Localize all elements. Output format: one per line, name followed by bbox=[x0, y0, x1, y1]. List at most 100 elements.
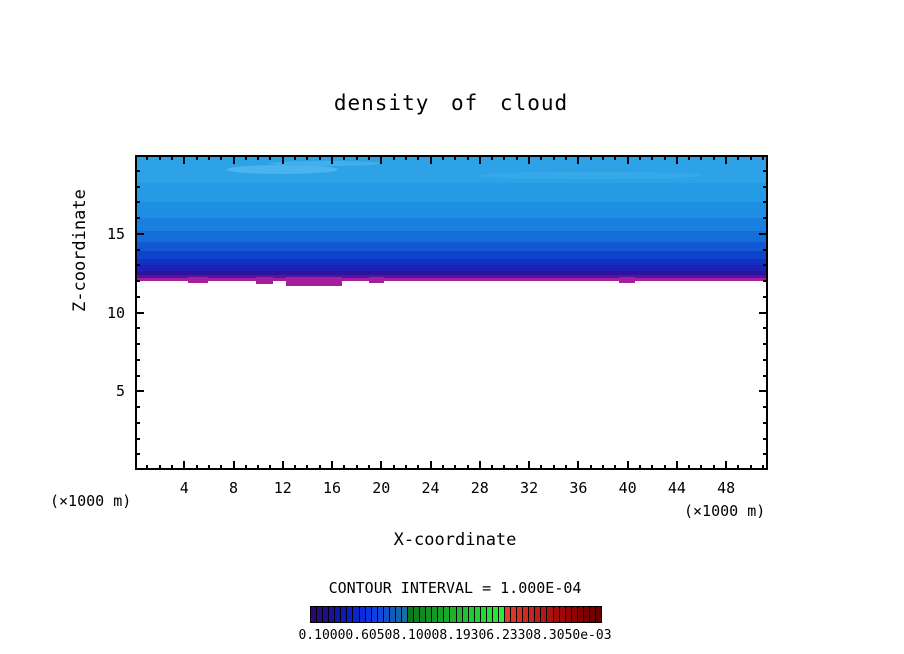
cloud-base-notch bbox=[618, 277, 635, 284]
x-tick-top bbox=[281, 155, 284, 164]
x-tick-top bbox=[244, 155, 247, 160]
x-tick-bottom bbox=[454, 465, 457, 470]
y-tick-right bbox=[759, 232, 768, 235]
x-tick-bottom bbox=[417, 465, 420, 470]
y-tick-left bbox=[135, 437, 140, 440]
x-tick-bottom bbox=[392, 465, 395, 470]
x-tick-bottom bbox=[306, 465, 309, 470]
x-tick-top bbox=[207, 155, 210, 160]
x-tick-bottom bbox=[429, 461, 432, 470]
y-tick-left bbox=[135, 264, 140, 267]
y-tick-right bbox=[763, 421, 768, 424]
colorbar-tick-labels: 0.10000.60508.10008.19306.23308.3050e-03 bbox=[298, 628, 612, 643]
x-tick-top bbox=[589, 155, 592, 160]
colorbar-cell bbox=[462, 607, 469, 622]
x-tick-top bbox=[626, 155, 629, 164]
y-tick-right bbox=[763, 295, 768, 298]
colorbar bbox=[310, 606, 602, 623]
contour-band bbox=[135, 202, 768, 218]
y-tick-right bbox=[763, 327, 768, 330]
x-tick-top bbox=[712, 155, 715, 160]
x-tick-bottom bbox=[170, 465, 173, 470]
colorbar-cell bbox=[317, 607, 324, 622]
colorbar-cell bbox=[335, 607, 342, 622]
x-tick-top bbox=[601, 155, 604, 160]
contour-light-patch bbox=[270, 160, 382, 166]
x-tick-bottom bbox=[491, 465, 494, 470]
y-tick-label: 10 bbox=[106, 303, 125, 322]
cloud-base-notch bbox=[286, 277, 342, 286]
x-tick-bottom bbox=[294, 465, 297, 470]
x-tick-label: 24 bbox=[421, 479, 440, 497]
plot-area bbox=[135, 155, 768, 470]
colorbar-cell bbox=[450, 607, 457, 622]
colorbar-cell bbox=[547, 607, 554, 622]
x-tick-bottom bbox=[478, 461, 481, 470]
x-tick-bottom bbox=[638, 465, 641, 470]
x-tick-top bbox=[269, 155, 272, 160]
x-tick-top bbox=[355, 155, 358, 160]
y-tick-right bbox=[759, 311, 768, 314]
y-tick-left bbox=[135, 406, 140, 408]
y-tick-left bbox=[135, 374, 140, 377]
x-tick-bottom bbox=[601, 465, 604, 470]
y-tick-label: 5 bbox=[115, 382, 125, 401]
contour-band bbox=[135, 230, 768, 242]
colorbar-cell bbox=[511, 607, 518, 622]
x-tick-top bbox=[491, 155, 494, 160]
x-tick-bottom bbox=[380, 461, 383, 470]
colorbar-cell bbox=[541, 607, 548, 622]
y-tick-left bbox=[135, 311, 144, 314]
colorbar-cell bbox=[371, 607, 378, 622]
colorbar-cell bbox=[420, 607, 427, 622]
x-axis-unit-left: (×1000 m) bbox=[50, 492, 132, 510]
colorbar-cell bbox=[359, 607, 366, 622]
x-tick-bottom bbox=[404, 465, 407, 470]
x-tick-top bbox=[232, 155, 235, 164]
x-tick-top bbox=[404, 155, 407, 160]
y-tick-right bbox=[763, 406, 768, 408]
contour-band bbox=[135, 183, 768, 203]
x-tick-top bbox=[220, 155, 223, 160]
x-tick-top bbox=[737, 155, 740, 160]
x-tick-bottom bbox=[220, 465, 223, 470]
colorbar-cell bbox=[438, 607, 445, 622]
x-tick-bottom bbox=[663, 465, 666, 470]
x-tick-bottom bbox=[244, 465, 247, 470]
x-tick-top bbox=[749, 155, 752, 160]
x-tick-top bbox=[294, 155, 297, 160]
cloud-base-notch bbox=[255, 277, 273, 285]
x-tick-bottom bbox=[749, 465, 752, 470]
x-tick-label: 8 bbox=[229, 479, 239, 497]
colorbar-cell bbox=[353, 607, 360, 622]
y-tick-right bbox=[763, 248, 768, 251]
x-tick-top bbox=[257, 155, 260, 160]
y-tick-right bbox=[763, 437, 768, 440]
x-tick-bottom bbox=[343, 465, 346, 470]
colorbar-cell bbox=[395, 607, 402, 622]
x-tick-bottom bbox=[577, 461, 580, 470]
x-tick-bottom bbox=[700, 465, 703, 470]
x-tick-bottom bbox=[331, 461, 334, 470]
colorbar-cell bbox=[523, 607, 530, 622]
colorbar-cell bbox=[383, 607, 390, 622]
x-tick-top bbox=[700, 155, 703, 160]
colorbar-cell bbox=[553, 607, 560, 622]
contour-band bbox=[135, 251, 768, 259]
x-tick-bottom bbox=[146, 465, 149, 470]
x-tick-top bbox=[762, 155, 765, 160]
x-tick-label: 4 bbox=[179, 479, 189, 497]
colorbar-cell bbox=[529, 607, 536, 622]
x-tick-top bbox=[614, 155, 617, 160]
y-tick-right bbox=[763, 453, 768, 456]
x-tick-label: 16 bbox=[323, 479, 342, 497]
colorbar-cell bbox=[492, 607, 499, 622]
y-tick-left bbox=[135, 453, 140, 456]
x-tick-top bbox=[367, 155, 370, 160]
contour-interval-note: CONTOUR INTERVAL = 1.000E-04 bbox=[328, 579, 582, 597]
colorbar-cell bbox=[311, 607, 318, 622]
y-tick-left bbox=[135, 343, 140, 345]
x-tick-bottom bbox=[552, 465, 555, 470]
colorbar-cell bbox=[517, 607, 524, 622]
y-tick-left bbox=[135, 295, 140, 298]
